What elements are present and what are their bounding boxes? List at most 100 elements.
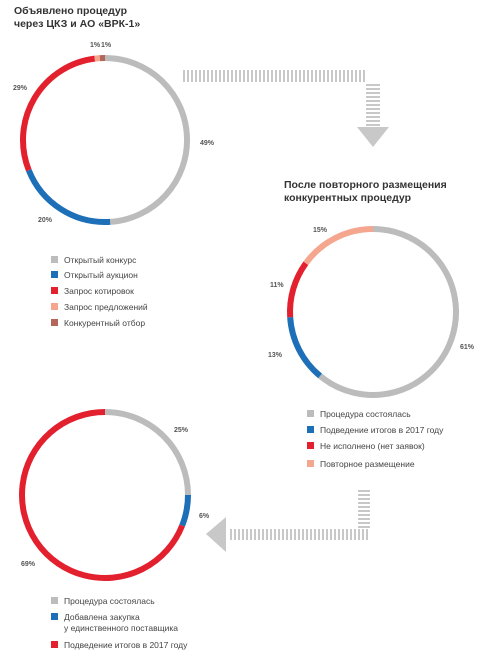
- arrow-dash: [267, 70, 269, 82]
- arrow-dash: [350, 529, 352, 540]
- chart-2-donut: [287, 226, 459, 398]
- arrow-dash: [203, 70, 205, 82]
- arrow-2-horizontal-dashes: [230, 529, 368, 540]
- arrow-dash: [195, 70, 197, 82]
- arrow-dash: [242, 529, 244, 540]
- arrow-dash: [339, 70, 341, 82]
- arrow-dash: [287, 70, 289, 82]
- chart-1-slice-2: [25, 169, 111, 225]
- chart-3-legend-swatch: [51, 597, 58, 604]
- chart-3-legend-label-line-2: у единственного поставщика: [64, 623, 178, 633]
- arrow-dash: [326, 529, 328, 540]
- arrow-dash: [211, 70, 213, 82]
- chart-1-legend-item: Запрос котировок: [51, 286, 134, 296]
- arrow-dash: [319, 70, 321, 82]
- arrow-dash: [298, 529, 300, 540]
- arrow-dash: [343, 70, 345, 82]
- chart-1-legend-label: Запрос котировок: [64, 286, 134, 296]
- arrow-dash: [347, 70, 349, 82]
- arrow-dash: [366, 88, 380, 90]
- arrow-dash: [215, 70, 217, 82]
- chart-2-legend-label: Не исполнено (нет заявок): [320, 441, 425, 451]
- arrow-dash: [307, 70, 309, 82]
- arrow-2-head: [206, 517, 226, 552]
- arrow-dash: [327, 70, 329, 82]
- arrow-dash: [322, 529, 324, 540]
- chart-3-legend: Процедура состоялась Добавлена закупка у…: [51, 596, 188, 650]
- chart-re-placement-results: 25% 6% 69% Процедура состоялась Добавлен…: [19, 409, 210, 650]
- arrow-dash: [354, 529, 356, 540]
- arrow-dash: [243, 70, 245, 82]
- chart-1-legend-label: Открытый аукцион: [64, 270, 138, 280]
- chart-1-slice-1: [104, 55, 190, 225]
- arrow-dash: [315, 70, 317, 82]
- chart-3-slice-labels: 25% 6% 69%: [21, 427, 210, 568]
- chart-3-legend-label: Процедура состоялась: [64, 596, 155, 606]
- chart-3-legend-label: Добавлена закупка: [64, 612, 140, 622]
- chart-2-slice-labels: 61% 13% 11% 15%: [268, 227, 475, 359]
- arrow-dash: [290, 529, 292, 540]
- chart-2-label-completed: 61%: [460, 344, 475, 351]
- chart-3-legend-item: Подведение итогов в 2017 году: [51, 640, 188, 650]
- arrow-dash: [366, 100, 380, 102]
- arrow-dash: [334, 529, 336, 540]
- chart-1-label-open-auction: 20%: [38, 217, 53, 224]
- chart-2-legend-item: Подведение итогов в 2017 году: [307, 425, 444, 435]
- arrow-dash: [247, 70, 249, 82]
- arrow-dash: [335, 70, 337, 82]
- chart-3-slice-2: [179, 494, 191, 527]
- arrow-dash: [358, 510, 370, 512]
- arrow-dash: [366, 124, 380, 126]
- chart-announced-procedures: Объявлено процедур через ЦКЗ и АО «ВРК-1…: [13, 5, 215, 328]
- chart-1-legend-item: Открытый аукцион: [51, 270, 138, 280]
- arrow-dash: [255, 70, 257, 82]
- chart-2-label-results-2017: 13%: [268, 352, 283, 359]
- arrow-dash: [358, 498, 370, 500]
- chart-1-legend-swatch: [51, 271, 58, 278]
- chart-2-legend-swatch: [307, 426, 314, 433]
- chart-2-legend-item: Процедура состоялась: [307, 409, 411, 419]
- chart-2-label-re-placement: 15%: [313, 227, 328, 234]
- chart-2-legend-label: Повторное размещение: [320, 459, 415, 469]
- arrow-dash: [266, 529, 268, 540]
- chart-1-label-competitive-selection: 1%: [101, 42, 112, 49]
- chart-1-legend-label: Запрос предложений: [64, 302, 148, 312]
- arrow-dash: [279, 70, 281, 82]
- arrow-dash: [366, 116, 380, 118]
- arrow-dash: [366, 92, 380, 94]
- arrow-dash: [358, 506, 370, 508]
- arrow-dash: [366, 84, 380, 86]
- chart-3-donut: [19, 409, 191, 581]
- chart-2-legend-swatch: [307, 410, 314, 417]
- chart-1-label-open-contest: 49%: [200, 140, 215, 147]
- chart-1-legend-item: Открытый конкурс: [51, 255, 137, 265]
- arrow-dash: [314, 529, 316, 540]
- chart-2-legend: Процедура состоялась Подведение итогов в…: [307, 409, 444, 469]
- arrow-dash: [366, 112, 380, 114]
- arrow-dash: [283, 70, 285, 82]
- arrow-dash: [263, 70, 265, 82]
- arrow-dash: [187, 70, 189, 82]
- arrow-dash: [262, 529, 264, 540]
- chart-1-label-proposal-request: 1%: [90, 42, 101, 49]
- arrow-dash: [311, 70, 313, 82]
- chart-1-legend-swatch: [51, 303, 58, 310]
- chart-3-slice-1: [104, 409, 191, 496]
- arrow-dash: [251, 70, 253, 82]
- arrow-dash: [227, 70, 229, 82]
- arrow-dash: [239, 70, 241, 82]
- flow-arrow-down-left: [206, 490, 370, 552]
- arrow-dash: [366, 529, 368, 540]
- arrow-dash: [286, 529, 288, 540]
- arrow-dash: [358, 526, 370, 528]
- arrow-dash: [355, 70, 357, 82]
- arrow-dash: [323, 70, 325, 82]
- chart-2-slice-3: [287, 261, 309, 318]
- arrow-dash: [271, 70, 273, 82]
- chart-2-label-not-executed: 11%: [270, 282, 284, 289]
- chart-1-legend-swatch: [51, 319, 58, 326]
- arrow-dash: [207, 70, 209, 82]
- arrow-dash: [234, 529, 236, 540]
- arrow-dash: [199, 70, 201, 82]
